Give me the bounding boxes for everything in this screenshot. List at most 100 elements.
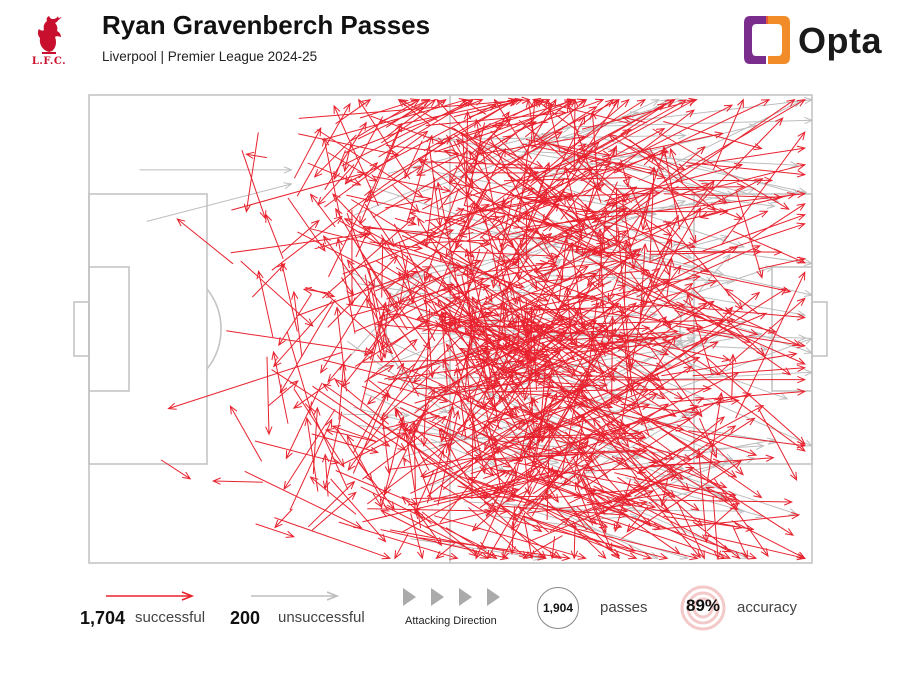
- successful-pass: [544, 465, 555, 499]
- page-title: Ryan Gravenberch Passes: [102, 10, 431, 40]
- successful-pass: [366, 298, 420, 397]
- successful-pass: [500, 170, 532, 253]
- successful-pass: [380, 509, 435, 538]
- successful-pass: [461, 274, 476, 334]
- successful-pass: [706, 391, 724, 482]
- successful-pass: [495, 177, 566, 240]
- successful-pass: [464, 160, 603, 257]
- successful-pass: [359, 98, 420, 119]
- attacking-direction-arrows: [403, 588, 500, 606]
- successful-pass: [578, 375, 807, 384]
- successful-pass: [479, 323, 607, 353]
- successful-pass: [619, 303, 635, 390]
- unsuccessful-pass: [477, 388, 640, 459]
- successful-pass: [383, 404, 430, 496]
- successful-pass: [274, 508, 293, 529]
- successful-pass: [435, 542, 456, 560]
- unsuccessful-pass: [595, 245, 814, 297]
- successful-pass: [616, 99, 771, 173]
- successful-pass: [544, 183, 711, 245]
- successful-pass: [433, 473, 551, 502]
- unsuccessful-pass: [420, 332, 622, 340]
- successful-pass: [560, 386, 581, 480]
- successful-pass: [420, 447, 481, 478]
- successful-pass: [417, 342, 611, 418]
- successful-pass: [691, 287, 766, 356]
- accuracy-rings-icon: [680, 585, 726, 631]
- successful-pass: [485, 488, 623, 529]
- successful-pass: [297, 270, 419, 316]
- successful-pass: [612, 293, 778, 334]
- successful-pass: [603, 416, 726, 514]
- successful-pass: [469, 345, 490, 356]
- successful-pass: [649, 166, 658, 264]
- successful-pass: [211, 477, 263, 485]
- unsuccessful-pass: [562, 410, 695, 488]
- successful-pass: [456, 396, 495, 431]
- successful-count: 1,704: [80, 608, 126, 628]
- successful-pass: [518, 462, 643, 489]
- successful-pass: [473, 318, 538, 326]
- successful-pass: [513, 215, 601, 229]
- successful-pass: [451, 126, 591, 212]
- successful-pass: [323, 359, 449, 394]
- successful-pass: [563, 285, 573, 346]
- centre-circle: [385, 264, 515, 394]
- successful-pass: [544, 356, 701, 418]
- unsuccessful-pass: [387, 125, 572, 174]
- successful-pass: [607, 133, 664, 171]
- successful-pass: [404, 140, 423, 180]
- unsuccessful-pass: [660, 429, 734, 461]
- successful-pass: [542, 395, 685, 432]
- successful-pass: [577, 474, 678, 517]
- successful-pass: [436, 98, 497, 166]
- successful-pass: [645, 206, 702, 302]
- successful-pass: [482, 266, 538, 306]
- successful-pass: [604, 163, 744, 202]
- successful-pass: [463, 407, 516, 441]
- successful-pass: [512, 433, 607, 520]
- successful-pass: [520, 425, 540, 462]
- successful-pass: [589, 131, 724, 163]
- successful-pass: [241, 150, 267, 220]
- unsuccessful-pass: [625, 477, 765, 519]
- successful-pass: [471, 470, 541, 532]
- successful-pass: [586, 257, 752, 343]
- successful-pass: [572, 370, 630, 449]
- successful-pass: [587, 417, 649, 437]
- successful-pass: [533, 328, 590, 361]
- unsuccessful-pass: [410, 538, 543, 561]
- successful-pass: [670, 388, 807, 403]
- successful-pass: [559, 274, 702, 307]
- successful-pass: [471, 414, 487, 475]
- successful-pass: [479, 214, 507, 239]
- successful-pass: [528, 292, 601, 303]
- successful-pass: [486, 467, 541, 560]
- successful-pass: [342, 229, 455, 275]
- successful-pass: [445, 342, 499, 412]
- successful-pass: [613, 479, 631, 533]
- successful-pass: [535, 207, 628, 272]
- successful-pass: [549, 328, 679, 342]
- successful-pass: [522, 234, 792, 294]
- successful-pass: [575, 506, 598, 525]
- successful-pass: [491, 439, 561, 455]
- successful-pass: [481, 99, 574, 144]
- successful-pass: [577, 425, 606, 485]
- successful-pass: [357, 106, 425, 140]
- successful-pass: [451, 283, 491, 296]
- successful-pass: [254, 440, 341, 465]
- unsuccessful-pass: [377, 319, 502, 370]
- successful-pass: [706, 501, 740, 532]
- successful-pass: [663, 193, 783, 201]
- successful-pass: [433, 515, 587, 560]
- successful-pass: [268, 380, 299, 407]
- unsuccessful-pass: [522, 381, 589, 401]
- successful-pass: [298, 96, 531, 119]
- successful-pass: [396, 312, 519, 352]
- successful-pass: [596, 514, 727, 560]
- unsuccessful-pass: [353, 133, 551, 216]
- successful-pass: [434, 98, 587, 153]
- successful-pass: [386, 98, 437, 137]
- successful-pass: [453, 97, 524, 118]
